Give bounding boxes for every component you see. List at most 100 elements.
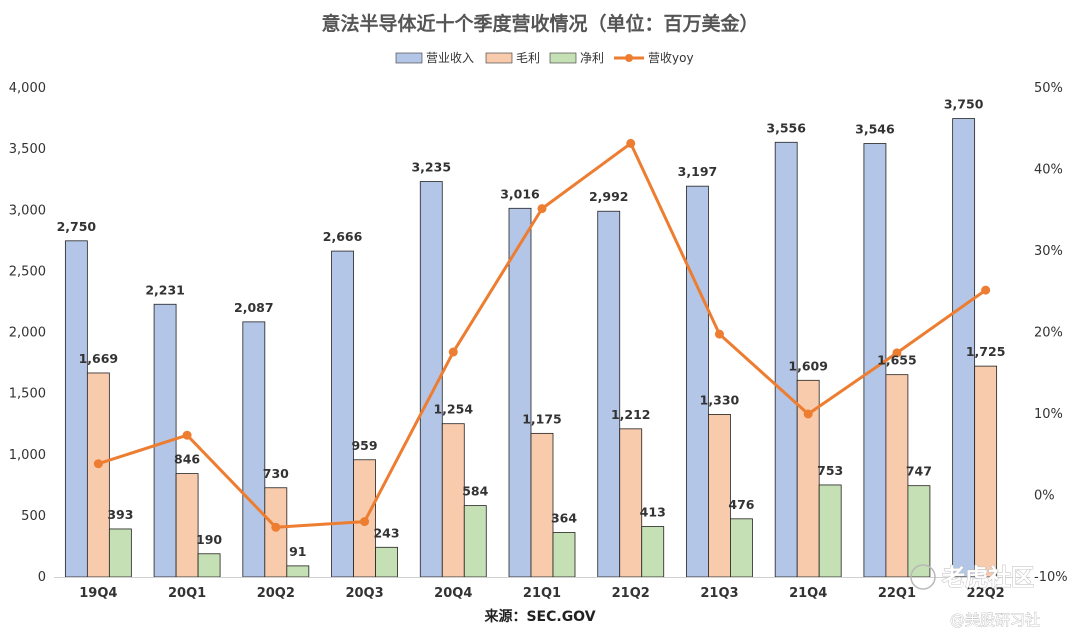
bar-营业收入 [242, 321, 266, 578]
bar-净利 [818, 484, 842, 578]
chart-title: 意法半导体近十个季度营收情况（单位：百万美金） [321, 12, 758, 35]
bar-营业收入 [597, 210, 621, 578]
bar-data-label: 2,750 [57, 219, 97, 234]
category-label: 20Q1 [168, 586, 206, 601]
bar-净利 [197, 553, 221, 578]
right-tick-label: 20% [1034, 326, 1063, 341]
bar-data-label: 846 [174, 452, 200, 467]
bar-data-label: 91 [289, 544, 306, 559]
bar-毛利 [86, 372, 110, 578]
legend-label: 营业收入 [426, 51, 474, 65]
bar-毛利 [530, 432, 554, 578]
legend-label: 毛利 [516, 51, 540, 65]
bar-data-label: 476 [728, 497, 754, 512]
left-tick-label: 1,500 [9, 387, 46, 402]
watermark-handle: @美股研习社 [950, 611, 1040, 629]
yoy-point [714, 329, 724, 339]
watermark-text: 老虎社区 [941, 564, 1034, 591]
left-tick-label: 3,500 [9, 142, 46, 157]
legend: 营业收入 毛利 净利 营收yoy [395, 51, 694, 65]
bar-data-label: 1,669 [79, 351, 119, 366]
bar-data-label: 2,992 [589, 189, 629, 204]
category-label: 21Q2 [612, 586, 650, 601]
bar-data-label: 2,666 [323, 229, 363, 244]
bar-data-label: 3,016 [500, 186, 540, 201]
bar-series [64, 118, 998, 578]
bar-净利 [286, 565, 310, 578]
left-tick-label: 2,000 [9, 326, 46, 341]
yoy-point [537, 204, 547, 214]
bar-data-label: 584 [462, 484, 488, 499]
category-label: 19Q4 [79, 586, 117, 601]
left-axis: 0 500 1,000 1,500 2,000 2,500 3,000 3,500 4,000 [9, 81, 46, 585]
bar-data-label: 753 [817, 463, 843, 478]
category-label: 20Q2 [257, 586, 295, 601]
right-tick-label: -10% [1034, 570, 1068, 585]
bar-毛利 [264, 487, 288, 578]
yoy-point [182, 430, 192, 440]
bar-data-label: 243 [373, 525, 399, 540]
category-label: 21Q4 [789, 586, 827, 601]
legend-swatch [395, 52, 423, 64]
yoy-point [448, 347, 458, 357]
right-tick-label: 0% [1034, 489, 1055, 504]
bar-data-label: 1,254 [433, 402, 473, 417]
bar-净利 [552, 532, 576, 578]
right-tick-label: 50% [1034, 81, 1063, 96]
bar-data-label: 959 [351, 438, 377, 453]
legend-marker [625, 54, 633, 62]
left-tick-label: 500 [21, 509, 46, 524]
left-tick-label: 4,000 [9, 81, 46, 96]
left-tick-label: 0 [38, 570, 46, 585]
bar-毛利 [885, 374, 909, 578]
data-labels: 2,750 2,231 2,087 2,666 3,235 3,016 2,992 3,197… [57, 97, 1006, 559]
category-label: 22Q2 [967, 586, 1005, 601]
legend-swatch [485, 52, 513, 64]
yoy-point [981, 285, 991, 295]
bar-净利 [641, 526, 665, 578]
bar-data-label: 3,546 [855, 122, 895, 137]
yoy-point [360, 517, 370, 527]
bar-净利 [907, 485, 931, 578]
legend-label: 营收yoy [648, 51, 694, 65]
bar-营业收入 [64, 240, 88, 578]
yoy-point [803, 409, 813, 419]
category-label: 20Q4 [434, 586, 472, 601]
bar-data-label: 747 [906, 464, 932, 479]
watermark: 老虎社区 @美股研习社 [910, 564, 1040, 629]
right-tick-label: 10% [1034, 407, 1063, 422]
watermark-logo-icon [910, 564, 936, 590]
bar-净利 [108, 528, 132, 578]
right-tick-label: 30% [1034, 244, 1063, 259]
bar-毛利 [708, 414, 731, 578]
bar-毛利 [441, 423, 465, 578]
bar-净利 [463, 505, 487, 578]
category-label: 21Q3 [700, 586, 738, 601]
yoy-point [892, 348, 902, 358]
right-axis: -10% 0% 10% 20% 30% 40% 50% [1034, 81, 1068, 585]
yoy-point [93, 459, 103, 469]
bar-毛利 [175, 473, 199, 578]
bar-净利 [375, 546, 398, 578]
bar-data-label: 3,750 [944, 97, 984, 112]
yoy-point [626, 138, 636, 148]
legend-label: 净利 [580, 51, 604, 65]
bar-data-label: 3,235 [411, 160, 451, 175]
bar-data-label: 1,655 [877, 353, 917, 368]
bar-data-label: 393 [107, 507, 133, 522]
bar-data-label: 730 [263, 466, 289, 481]
source-note: 来源：SEC.GOV [483, 608, 595, 625]
bar-data-label: 2,231 [145, 282, 185, 297]
bar-data-label: 413 [640, 505, 666, 520]
category-label: 22Q1 [878, 586, 916, 601]
bar-data-label: 3,556 [766, 120, 806, 135]
bar-data-label: 1,330 [700, 392, 740, 407]
yoy-point [271, 522, 281, 532]
bar-data-label: 1,725 [966, 344, 1006, 359]
bar-data-label: 1,212 [611, 407, 651, 422]
line-series [93, 138, 991, 532]
bar-毛利 [974, 365, 998, 578]
bar-净利 [730, 518, 753, 578]
